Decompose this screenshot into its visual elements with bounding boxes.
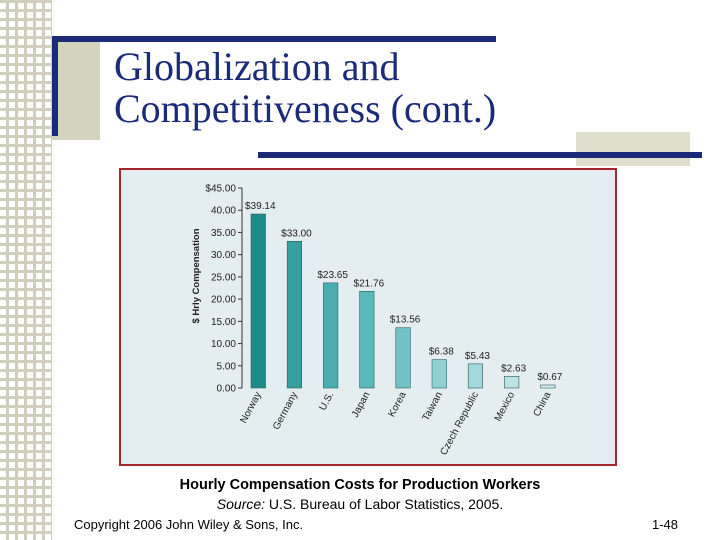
bar (504, 376, 520, 389)
slide-title-line-1: Globalization and (114, 44, 400, 89)
copyright-footer: Copyright 2006 John Wiley & Sons, Inc. (74, 517, 304, 532)
bar (540, 384, 556, 389)
source-label: Source: (216, 496, 266, 512)
x-tick-label: U.S. (317, 390, 336, 412)
title-accent-line-bottom (258, 152, 702, 158)
y-tick-label: 0.00 (217, 384, 237, 395)
bar-value-label: $33.00 (281, 228, 312, 239)
bar (359, 290, 375, 389)
bar (431, 359, 447, 389)
y-axis: 0.00 5.00 10.00 15.00 20.00 25.00 30.00 35.00 40… (205, 184, 243, 395)
y-tick-label: 20.00 (211, 295, 236, 306)
y-axis-title: $ Hrly Compensation (191, 228, 202, 323)
x-tick-label: Czech Republic (439, 390, 482, 457)
slide-title: Globalization and Competitiveness (cont.… (114, 46, 584, 130)
chart-caption: Hourly Compensation Costs for Production… (179, 477, 541, 493)
bar-value-label: $23.65 (317, 270, 348, 281)
y-tick-label: 10.00 (211, 339, 236, 350)
chart-frame: 0.00 5.00 10.00 15.00 20.00 25.00 30.00 35.00 40… (119, 168, 617, 466)
bar-value-label: $6.38 (429, 347, 454, 358)
bar-value-label: $2.63 (501, 363, 526, 374)
y-tick-label: 15.00 (211, 317, 236, 328)
bars: $39.14 $33.00 $23.65 $21.76 $13.56 $6.38 $5.43… (245, 201, 563, 389)
y-tick-label: $45.00 (205, 184, 236, 195)
bar-value-label: $13.56 (390, 315, 421, 326)
x-tick-label: Germany (271, 390, 300, 431)
bar (395, 327, 411, 389)
title-accent-line-vertical (52, 36, 58, 136)
y-tick-label: 35.00 (211, 228, 236, 239)
title-accent-line-top (52, 36, 496, 42)
title-accent-block (52, 36, 100, 140)
bar-value-label: $5.43 (465, 351, 490, 362)
x-tick-label: Mexico (493, 390, 518, 424)
bar (467, 363, 484, 389)
chart-source: Source: U.S. Bureau of Labor Statistics,… (100, 496, 620, 512)
decorative-pattern-strip (0, 0, 52, 540)
title-accent-block-right (576, 132, 690, 166)
slide-title-line-2: Competitiveness (cont.) (114, 86, 497, 131)
x-tick-label: Japan (350, 390, 373, 419)
bar-value-label: $21.76 (354, 278, 385, 289)
y-tick-label: 30.00 (211, 250, 236, 261)
bar-chart: 0.00 5.00 10.00 15.00 20.00 25.00 30.00 35.00 40… (191, 184, 563, 458)
bar-value-label: $39.14 (245, 201, 276, 212)
x-tick-label: Korea (386, 390, 408, 419)
bar (250, 213, 266, 389)
y-tick-label: 25.00 (211, 272, 236, 283)
source-text: U.S. Bureau of Labor Statistics, 2005. (265, 496, 504, 512)
bar-value-label: $0.67 (537, 372, 562, 383)
x-tick-label: Norway (238, 390, 264, 425)
bar (286, 241, 302, 389)
y-tick-label: 5.00 (217, 361, 237, 372)
y-tick-label: 40.00 (211, 206, 236, 217)
bar (323, 282, 339, 389)
x-tick-label: Taiwan (421, 390, 445, 423)
slide-number: 1-48 (652, 517, 679, 532)
x-tick-label: China (532, 390, 554, 419)
